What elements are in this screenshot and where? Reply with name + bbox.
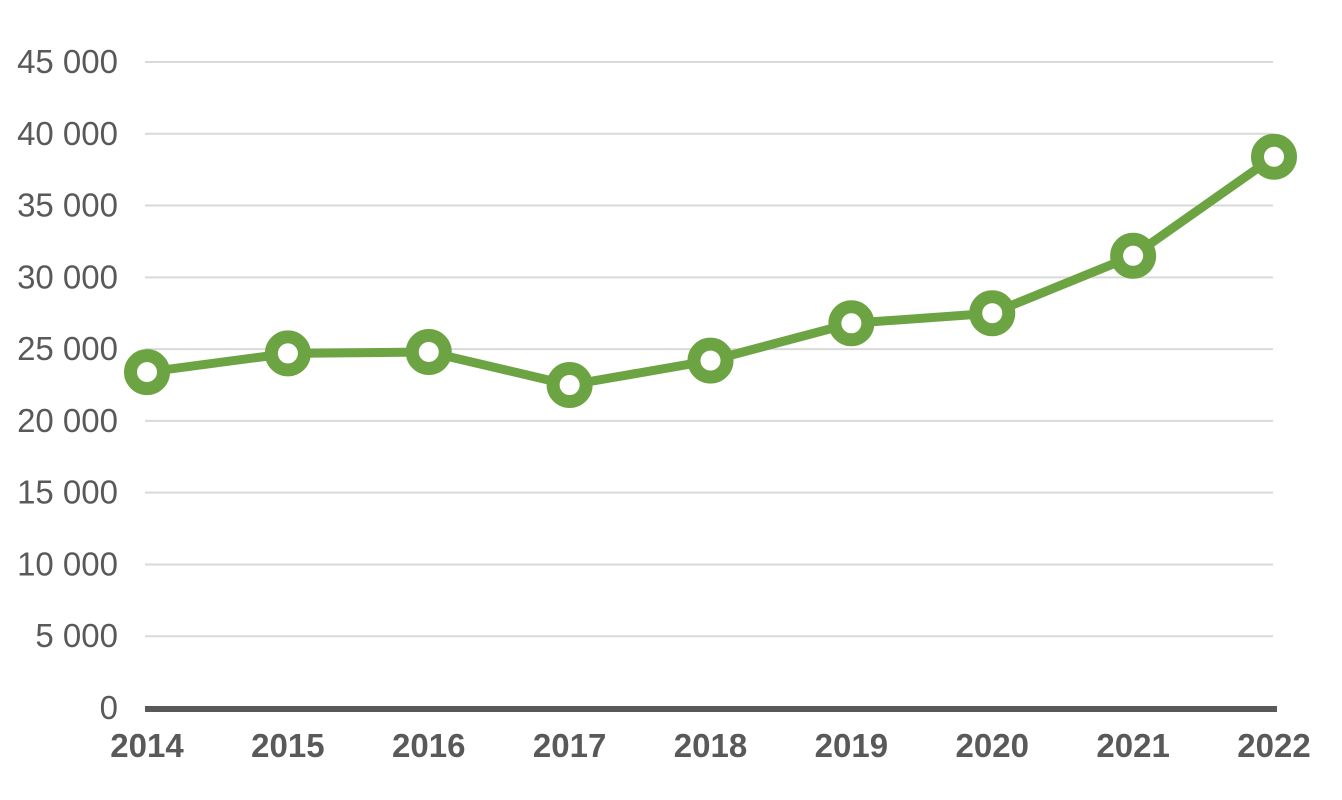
x-tick-label-2019: 2019 <box>815 727 888 764</box>
x-tick-label-2017: 2017 <box>533 727 606 764</box>
x-tick-label-2015: 2015 <box>251 727 324 764</box>
y-tick-label-25000: 25 000 <box>17 330 118 367</box>
x-tick-label-2021: 2021 <box>1096 727 1169 764</box>
y-tick-label-5000: 5 000 <box>35 617 118 654</box>
x-tick-label-2022: 2022 <box>1237 727 1310 764</box>
data-point-2017 <box>546 362 593 408</box>
x-tick-label-2016: 2016 <box>392 727 465 764</box>
data-point-2019 <box>828 300 875 347</box>
y-tick-label-35000: 35 000 <box>17 187 118 224</box>
y-tick-label-30000: 30 000 <box>17 258 118 295</box>
y-tick-label-15000: 15 000 <box>17 474 118 511</box>
y-tick-label-40000: 40 000 <box>17 115 118 152</box>
x-tick-label-2014: 2014 <box>110 727 184 764</box>
data-point-2020 <box>969 290 1016 337</box>
data-point-2022 <box>1251 133 1297 180</box>
data-point-2014 <box>124 349 170 396</box>
x-tick-label-2020: 2020 <box>956 727 1029 764</box>
y-tick-label-20000: 20 000 <box>17 402 118 439</box>
x-tick-label-2018: 2018 <box>674 727 747 764</box>
data-point-2015 <box>264 330 311 377</box>
data-point-2016 <box>405 328 452 375</box>
y-tick-label-0: 0 <box>100 689 118 726</box>
y-tick-label-45000: 45 000 <box>17 43 118 80</box>
y-tick-label-10000: 10 000 <box>17 545 118 582</box>
data-point-2021 <box>1110 232 1157 279</box>
data-point-2018 <box>687 337 734 384</box>
